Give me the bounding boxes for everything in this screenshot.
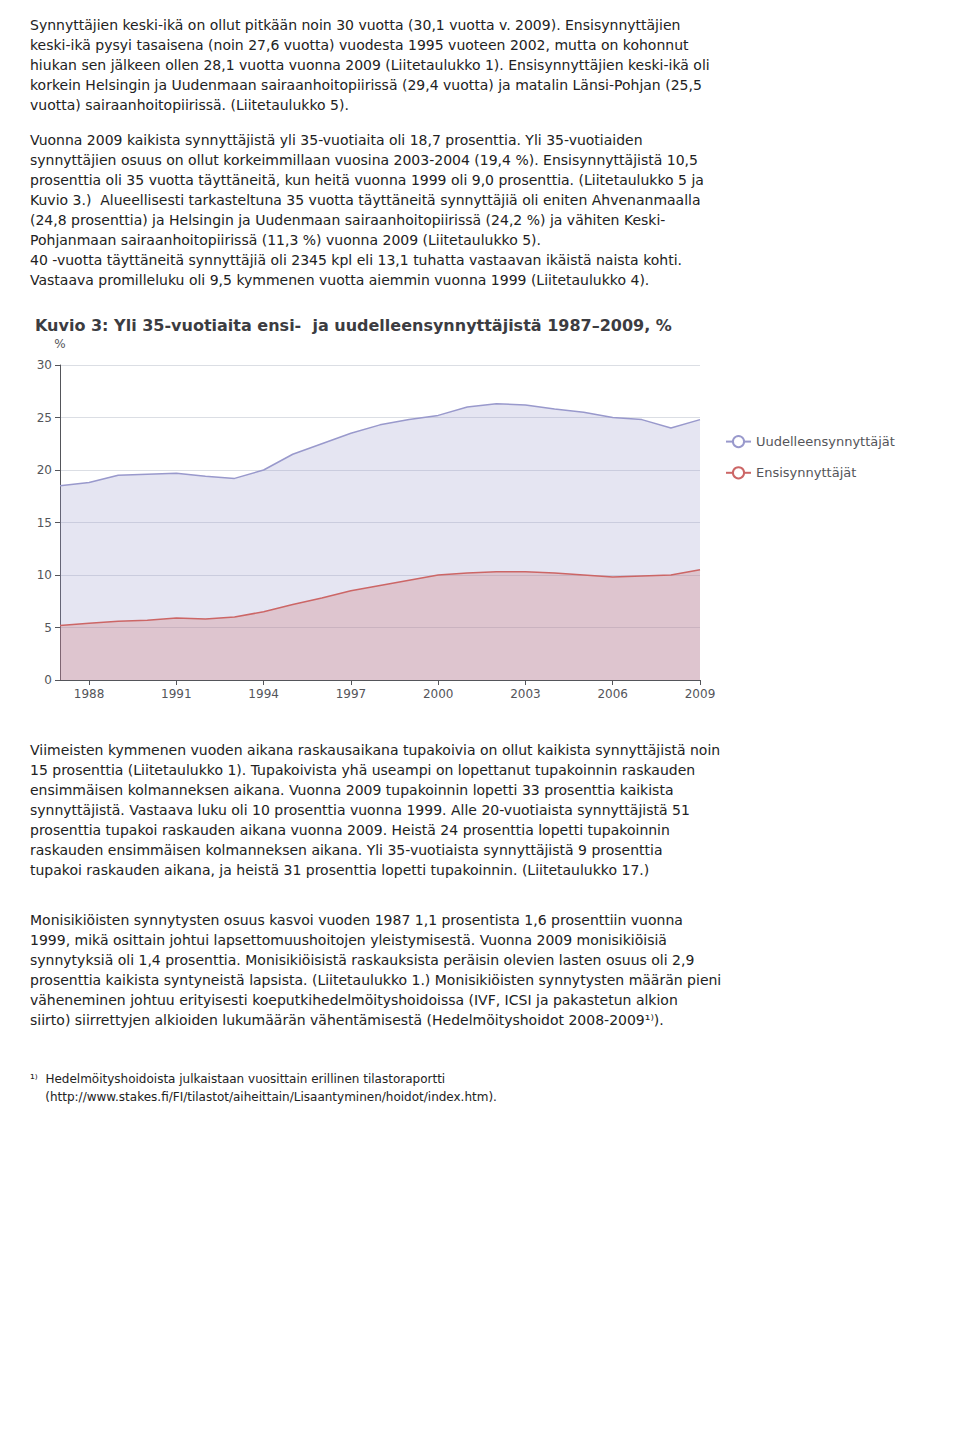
svg-text:Ensisynnyttäjät: Ensisynnyttäjät <box>756 465 856 480</box>
svg-text:1999, mikä osittain johtui lap: 1999, mikä osittain johtui lapsettomuush… <box>30 932 667 948</box>
svg-text:Synnyttäjien keski-ikä on ollu: Synnyttäjien keski-ikä on ollut pitkään … <box>30 17 680 33</box>
svg-text:2009: 2009 <box>685 687 716 701</box>
svg-text:1997: 1997 <box>336 687 367 701</box>
svg-text:synnytyksiä oli 1,4 prosenttia: synnytyksiä oli 1,4 prosenttia. Monisiki… <box>30 952 694 968</box>
svg-text:1988: 1988 <box>74 687 105 701</box>
svg-text:Vastaava promilleluku oli 9,5: Vastaava promilleluku oli 9,5 kymmenen v… <box>30 272 649 288</box>
svg-text:(24,8 prosenttia) ja Helsingin: (24,8 prosenttia) ja Helsingin ja Uudenm… <box>30 212 665 228</box>
svg-text:prosenttia oli 35 vuotta täytt: prosenttia oli 35 vuotta täyttäneitä, ku… <box>30 172 704 188</box>
svg-text:Pohjanmaan sairaanhoitopiiriss: Pohjanmaan sairaanhoitopiirissä (11,3 %)… <box>30 232 541 248</box>
svg-text:Viimeisten kymmenen vuoden aik: Viimeisten kymmenen vuoden aikana raskau… <box>30 742 720 758</box>
svg-text:30: 30 <box>37 358 52 372</box>
svg-text:(http://www.stakes.fi/FI/tilas: (http://www.stakes.fi/FI/tilastot/aiheit… <box>30 1090 497 1104</box>
svg-text:vuotta) sairaanhoitopiirissä.: vuotta) sairaanhoitopiirissä. (Liitetaul… <box>30 97 349 113</box>
svg-text:siirto) siirrettyjen alkioiden: siirto) siirrettyjen alkioiden lukumäärä… <box>30 1012 664 1028</box>
svg-text:10: 10 <box>37 568 52 582</box>
svg-text:15 prosenttia (Liitetaulukko 1: 15 prosenttia (Liitetaulukko 1). Tupakoi… <box>30 762 695 778</box>
svg-text:synnyttäjistä. Vastaava luku o: synnyttäjistä. Vastaava luku oli 10 pros… <box>30 802 690 818</box>
svg-text:keski-ikä pysyi tasaisena (noi: keski-ikä pysyi tasaisena (noin 27,6 vuo… <box>30 37 689 53</box>
svg-text:ensimmäisen kolmanneksen aikan: ensimmäisen kolmanneksen aikana. Vuonna … <box>30 782 673 798</box>
svg-text:¹⁾ Hedelmöityshoidoista julka: ¹⁾ Hedelmöityshoidoista julkaistaan vuos… <box>30 1072 445 1086</box>
svg-text:prosenttia tupakoi raskauden a: prosenttia tupakoi raskauden aikana vuon… <box>30 822 670 838</box>
svg-text:40 -vuotta täyttäneitä synnytt: 40 -vuotta täyttäneitä synnyttäjiä oli 2… <box>30 252 682 268</box>
svg-text:Vuonna 2009 kaikista synnyttäj: Vuonna 2009 kaikista synnyttäjistä yli 3… <box>30 132 643 148</box>
svg-text:tupakoi raskauden aikana, ja h: tupakoi raskauden aikana, ja heistä 31 p… <box>30 862 649 878</box>
svg-text:väheneminen johtuu erityisesti: väheneminen johtuu erityisesti koeputkih… <box>30 992 678 1008</box>
svg-text:1991: 1991 <box>161 687 192 701</box>
svg-text:0: 0 <box>44 673 52 687</box>
svg-text:1994: 1994 <box>248 687 279 701</box>
svg-text:20: 20 <box>37 463 52 477</box>
svg-text:Uudelleensynnyttäjät: Uudelleensynnyttäjät <box>756 434 895 449</box>
svg-text:15: 15 <box>37 516 52 530</box>
svg-text:5: 5 <box>44 621 52 635</box>
svg-text:korkein Helsingin ja Uudenmaan: korkein Helsingin ja Uudenmaan sairaanho… <box>30 77 702 93</box>
svg-text:2006: 2006 <box>597 687 628 701</box>
svg-text:synnyttäjien osuus on ollut ko: synnyttäjien osuus on ollut korkeimmilla… <box>30 152 698 168</box>
svg-text:hiukan sen jälkeen ollen 28,1: hiukan sen jälkeen ollen 28,1 vuotta vuo… <box>30 57 710 73</box>
svg-text:%: % <box>54 337 65 351</box>
svg-text:2003: 2003 <box>510 687 541 701</box>
svg-text:25: 25 <box>37 411 52 425</box>
svg-text:prosenttia kaikista syntyneist: prosenttia kaikista syntyneistä lapsista… <box>30 972 721 988</box>
svg-text:Monisikiöisten synnytysten osu: Monisikiöisten synnytysten osuus kasvoi … <box>30 912 683 928</box>
svg-text:Kuvio 3: Yli 35-vuotiaita ensi: Kuvio 3: Yli 35-vuotiaita ensi- ja uudel… <box>35 316 672 335</box>
svg-text:raskauden ensimmäisen kolmanne: raskauden ensimmäisen kolmanneksen aikan… <box>30 842 663 858</box>
svg-text:2000: 2000 <box>423 687 454 701</box>
svg-text:Kuvio 3.) Alueellisesti tarka: Kuvio 3.) Alueellisesti tarkasteltuna 35… <box>30 192 701 208</box>
